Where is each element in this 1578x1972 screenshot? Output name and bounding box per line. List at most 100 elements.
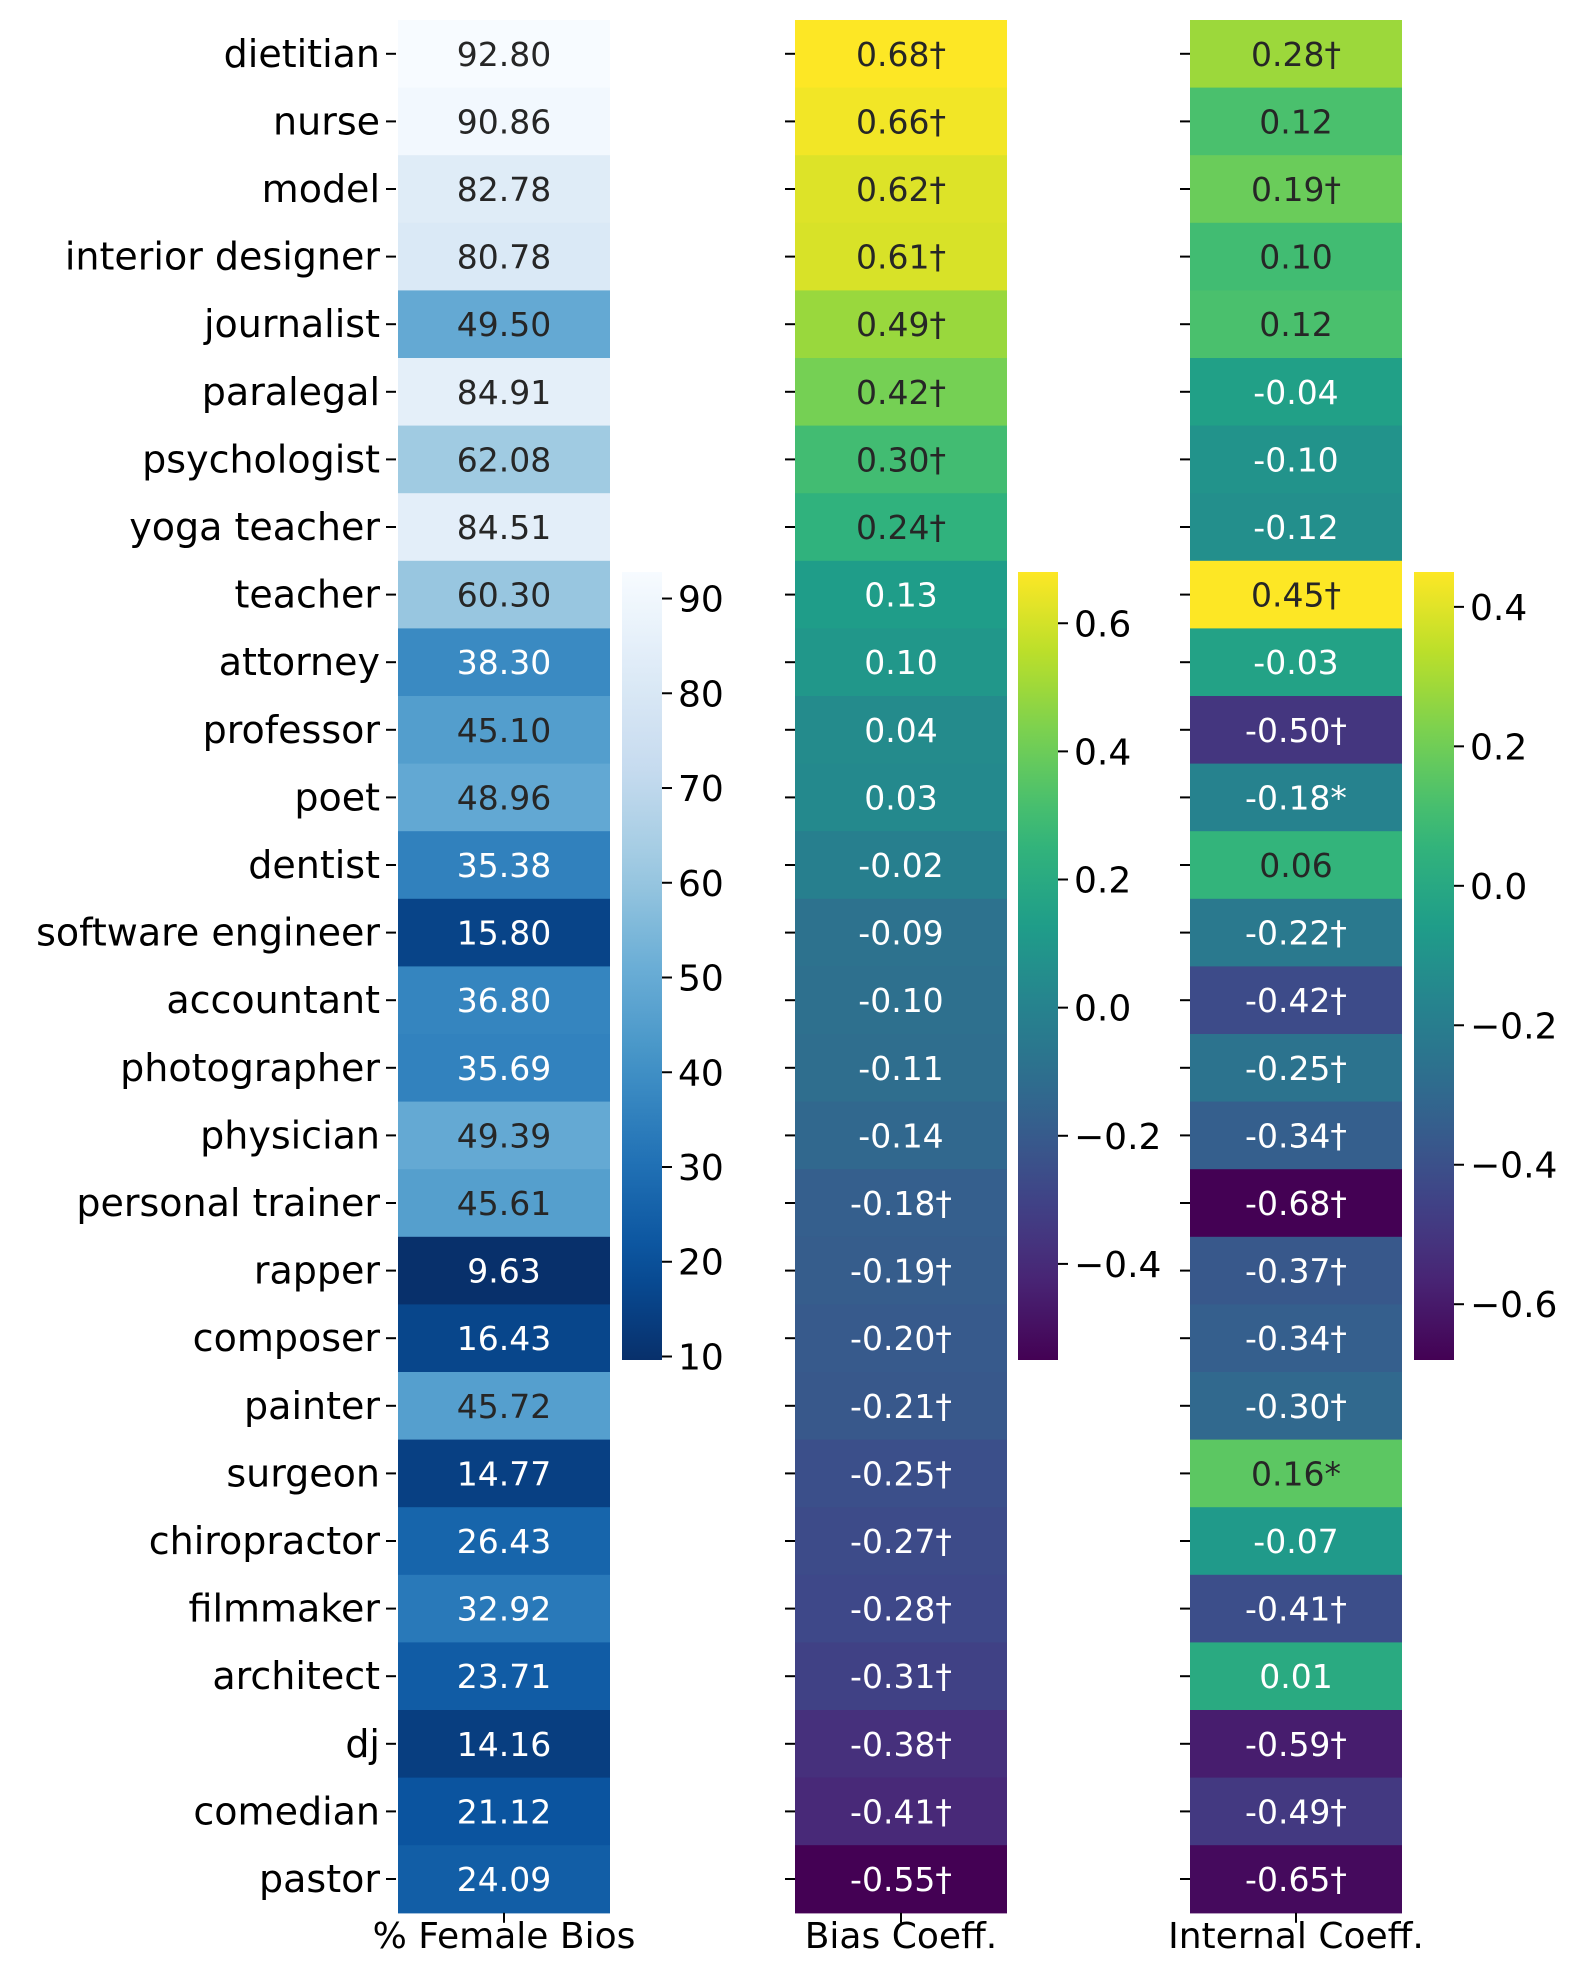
row-label-photographer: photographer	[120, 1046, 380, 1090]
cell-value-label: 0.49†	[856, 305, 946, 344]
cell-value-label: 35.38	[457, 846, 551, 885]
colorbar-tick-label: 40	[678, 1053, 724, 1094]
cell-value-label: -0.07	[1253, 1522, 1338, 1561]
heatmap-cell-female-bios-dietitian	[398, 20, 610, 89]
heatmap-cell-bias-coeff-attorney	[795, 628, 1007, 697]
cell-value-label: 0.04	[864, 711, 937, 750]
heatmap-cell-internal-coeff-yoga-teacher	[1190, 493, 1402, 562]
cell-value-label: 21.12	[457, 1792, 551, 1831]
cell-value-label: 0.03	[864, 778, 937, 817]
heatmap-cell-internal-coeff-interior-designer	[1190, 222, 1402, 291]
colorbar-tick-label: 80	[678, 674, 724, 715]
cell-value-label: -0.68†	[1245, 1184, 1347, 1223]
heatmap-cell-internal-coeff-pastor	[1190, 1845, 1402, 1914]
x-axis-label-female-bios: % Female Bios	[373, 1916, 636, 1957]
cell-value-label: -0.42†	[1245, 981, 1347, 1020]
heatmap-cell-bias-coeff-psychologist	[795, 425, 1007, 494]
heatmap-cell-internal-coeff-surgeon	[1190, 1439, 1402, 1508]
heatmap-cell-female-bios-psychologist	[398, 425, 610, 494]
cell-value-label: -0.10	[858, 981, 943, 1020]
heatmap-cell-bias-coeff-chiropractor	[795, 1507, 1007, 1576]
cell-value-label: -0.37†	[1245, 1252, 1347, 1291]
colorbar-tick-label: −0.4	[1470, 1146, 1557, 1187]
cell-value-label: -0.20†	[850, 1319, 952, 1358]
cell-value-label: -0.55†	[850, 1860, 952, 1899]
heatmap-cell-bias-coeff-software-engineer	[795, 898, 1007, 967]
cell-value-label: -0.49†	[1245, 1792, 1347, 1831]
cell-value-label: -0.28†	[850, 1590, 952, 1629]
cell-value-label: 0.45†	[1251, 576, 1341, 615]
row-label-painter: painter	[244, 1384, 380, 1428]
row-label-interior-designer: interior designer	[65, 235, 380, 279]
cell-value-label: -0.18†	[850, 1184, 952, 1223]
heatmap-cell-internal-coeff-professor	[1190, 696, 1402, 765]
cell-value-label: -0.03	[1253, 643, 1338, 682]
heatmap-cell-internal-coeff-chiropractor	[1190, 1507, 1402, 1576]
cell-value-label: 0.06	[1259, 846, 1332, 885]
row-label-chiropractor: chiropractor	[149, 1519, 381, 1563]
cell-value-label: -0.11	[858, 1049, 943, 1088]
heatmap-cell-internal-coeff-comedian	[1190, 1777, 1402, 1846]
colorbar-tick-label: 0.6	[1074, 604, 1131, 645]
colorbar-tick-label: 90	[678, 580, 724, 621]
heatmap-cell-female-bios-composer	[398, 1304, 610, 1373]
heatmap-cell-female-bios-filmmaker	[398, 1574, 610, 1643]
row-label-physician: physician	[200, 1113, 380, 1157]
heatmap-cell-bias-coeff-dietitian	[795, 20, 1007, 89]
heatmap-cell-internal-coeff-teacher	[1190, 560, 1402, 629]
row-label-composer: composer	[193, 1316, 381, 1360]
heatmap-cell-internal-coeff-paralegal	[1190, 358, 1402, 427]
cell-value-label: -0.34†	[1245, 1116, 1347, 1155]
heatmap-cell-bias-coeff-personal-trainer	[795, 1169, 1007, 1238]
heatmap-cell-female-bios-pastor	[398, 1845, 610, 1914]
cell-value-label: -0.38†	[850, 1725, 952, 1764]
heatmap-cell-female-bios-accountant	[398, 966, 610, 1035]
heatmap-cell-internal-coeff-attorney	[1190, 628, 1402, 697]
cell-value-label: 14.77	[457, 1454, 551, 1493]
cell-value-label: -0.02	[858, 846, 943, 885]
heatmap-cell-internal-coeff-software-engineer	[1190, 898, 1402, 967]
cell-value-label: 49.50	[457, 305, 551, 344]
heatmap-cell-bias-coeff-surgeon	[795, 1439, 1007, 1508]
row-label-comedian: comedian	[193, 1789, 380, 1833]
colorbar-tick-label: 30	[678, 1148, 724, 1189]
cell-value-label: -0.59†	[1245, 1725, 1347, 1764]
colorbar-internal-coeff	[1414, 572, 1454, 1360]
cell-value-label: 15.80	[457, 914, 551, 953]
heatmap-cell-bias-coeff-painter	[795, 1372, 1007, 1441]
row-label-dietitian: dietitian	[224, 32, 380, 76]
row-label-psychologist: psychologist	[142, 437, 380, 481]
heatmap-cell-bias-coeff-poet	[795, 763, 1007, 832]
cell-value-label: 32.92	[457, 1590, 551, 1629]
cell-value-label: 0.30†	[856, 440, 946, 479]
cell-value-label: 0.10	[1259, 238, 1332, 277]
heatmap-cell-female-bios-comedian	[398, 1777, 610, 1846]
row-label-dj: dj	[345, 1722, 380, 1766]
heatmap-cell-female-bios-dj	[398, 1710, 610, 1779]
cell-value-label: -0.30†	[1245, 1387, 1347, 1426]
cell-value-label: 48.96	[457, 778, 551, 817]
row-label-professor: professor	[203, 708, 381, 752]
heatmap-cell-female-bios-software-engineer	[398, 898, 610, 967]
heatmap-cell-bias-coeff-yoga-teacher	[795, 493, 1007, 562]
cell-value-label: -0.19†	[850, 1252, 952, 1291]
heatmap-cell-female-bios-attorney	[398, 628, 610, 697]
heatmap-cell-female-bios-architect	[398, 1642, 610, 1711]
row-label-dentist: dentist	[248, 843, 380, 887]
colorbar-tick-label: 20	[678, 1243, 724, 1284]
cell-value-label: -0.10	[1253, 440, 1338, 479]
row-label-software-engineer: software engineer	[36, 911, 380, 955]
row-label-nurse: nurse	[273, 99, 380, 143]
heatmap-cell-bias-coeff-teacher	[795, 560, 1007, 629]
heatmap-cell-female-bios-poet	[398, 763, 610, 832]
heatmap-cell-bias-coeff-pastor	[795, 1845, 1007, 1914]
heatmap-cell-bias-coeff-interior-designer	[795, 222, 1007, 291]
heatmap-cell-internal-coeff-dentist	[1190, 831, 1402, 900]
cell-value-label: -0.31†	[850, 1657, 952, 1696]
cell-value-label: -0.25†	[850, 1454, 952, 1493]
heatmap-cell-female-bios-professor	[398, 696, 610, 765]
heatmap-cell-bias-coeff-comedian	[795, 1777, 1007, 1846]
colorbar-tick-label: 0.2	[1470, 727, 1527, 768]
cell-value-label: 0.13	[864, 576, 937, 615]
row-label-accountant: accountant	[166, 978, 380, 1022]
